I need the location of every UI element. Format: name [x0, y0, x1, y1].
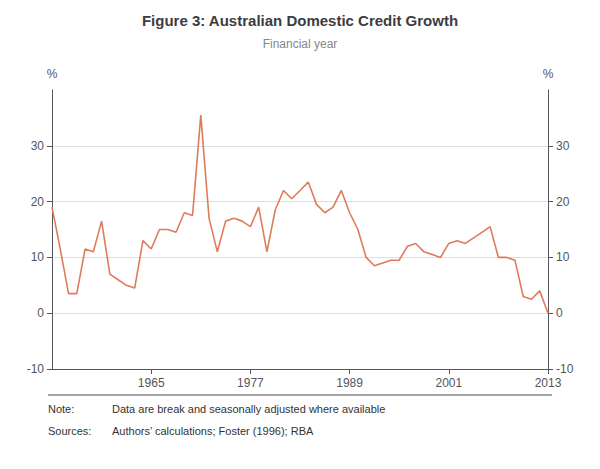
svg-text:20: 20: [31, 195, 45, 209]
svg-text:%: %: [543, 67, 554, 81]
svg-text:Note:: Note:: [48, 403, 74, 415]
svg-text:Data are break and seasonally: Data are break and seasonally adjusted w…: [112, 403, 385, 415]
svg-text:1965: 1965: [138, 376, 165, 390]
svg-text:Authors’ calculations; Foster: Authors’ calculations; Foster (1996); RB…: [112, 425, 314, 437]
svg-text:1989: 1989: [336, 376, 363, 390]
svg-text:2001: 2001: [435, 376, 462, 390]
svg-text:30: 30: [31, 139, 45, 153]
svg-text:0: 0: [37, 306, 44, 320]
svg-text:%: %: [47, 67, 58, 81]
svg-text:0: 0: [556, 306, 563, 320]
svg-text:10: 10: [556, 250, 570, 264]
svg-text:-10: -10: [27, 362, 45, 376]
svg-text:10: 10: [31, 250, 45, 264]
svg-text:30: 30: [556, 139, 570, 153]
svg-text:2013: 2013: [535, 376, 562, 390]
svg-text:20: 20: [556, 195, 570, 209]
svg-text:Figure 3: Australian Domestic: Figure 3: Australian Domestic Credit Gro…: [142, 12, 458, 29]
svg-text:Sources:: Sources:: [48, 425, 91, 437]
svg-text:Financial year: Financial year: [263, 37, 338, 51]
svg-text:1977: 1977: [237, 376, 264, 390]
svg-text:-10: -10: [556, 362, 574, 376]
